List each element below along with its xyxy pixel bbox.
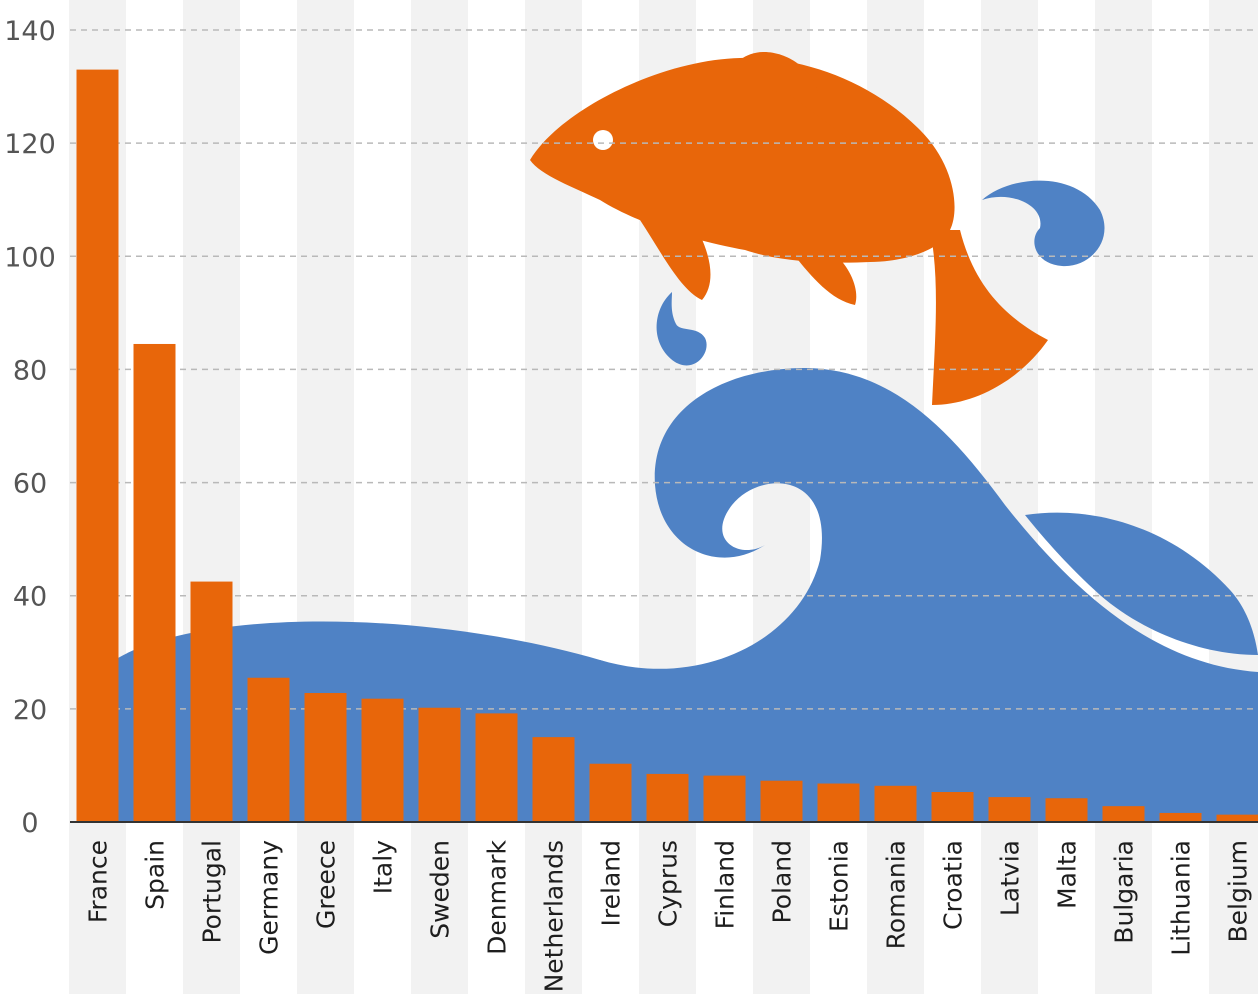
y-tick-label: 40 [13, 582, 47, 613]
y-tick-label: 20 [13, 695, 47, 726]
bar-estonia [818, 784, 860, 822]
bar-belgium [1217, 815, 1258, 822]
bar-spain [134, 344, 176, 822]
y-tick-label: 140 [4, 16, 56, 47]
category-label: Poland [768, 840, 797, 923]
bar-cyprus [647, 774, 689, 822]
category-label: Belgium [1224, 840, 1253, 943]
category-label: Italy [369, 840, 398, 894]
category-label: Lithuania [1167, 840, 1196, 956]
bar-france [77, 70, 119, 822]
category-label: Greece [312, 840, 341, 929]
bar-ireland [590, 764, 632, 822]
y-tick-label: 80 [13, 355, 47, 386]
category-label: Finland [711, 840, 740, 929]
y-tick-labels: 0 20 40 60 80 100 120 140 [4, 16, 56, 839]
category-label: Netherlands [540, 840, 569, 992]
y-tick-label: 120 [4, 129, 56, 160]
bar-sweden [419, 708, 461, 822]
bar-romania [875, 786, 917, 822]
category-label: Spain [141, 840, 170, 910]
y-tick-label: 100 [4, 242, 56, 273]
bar-netherlands [533, 737, 575, 822]
category-label: Germany [255, 840, 284, 955]
y-tick-label: 0 [21, 808, 38, 839]
category-label: Sweden [426, 840, 455, 939]
category-label: Romania [882, 840, 911, 949]
bar-italy [362, 699, 404, 822]
category-label: Malta [1053, 840, 1082, 909]
bar-lithuania [1160, 813, 1202, 822]
bar-bulgaria [1103, 806, 1145, 822]
bar-germany [248, 678, 290, 822]
category-label: Estonia [825, 840, 854, 932]
bar-poland [761, 781, 803, 822]
bar-latvia [989, 797, 1031, 822]
bar-croatia [932, 792, 974, 822]
category-label: Portugal [198, 840, 227, 944]
bar-denmark [476, 713, 518, 822]
y-tick-label: 60 [13, 469, 47, 500]
category-label: Bulgaria [1110, 840, 1139, 944]
category-label: Ireland [597, 840, 626, 926]
bar-malta [1046, 798, 1088, 822]
category-label: Croatia [939, 840, 968, 930]
bar-greece [305, 693, 347, 822]
bar-finland [704, 776, 746, 822]
category-label: Denmark [483, 839, 512, 954]
bar-portugal [191, 582, 233, 822]
category-label: Latvia [996, 840, 1025, 916]
category-label: France [84, 840, 113, 923]
category-label: Cyprus [654, 840, 683, 927]
